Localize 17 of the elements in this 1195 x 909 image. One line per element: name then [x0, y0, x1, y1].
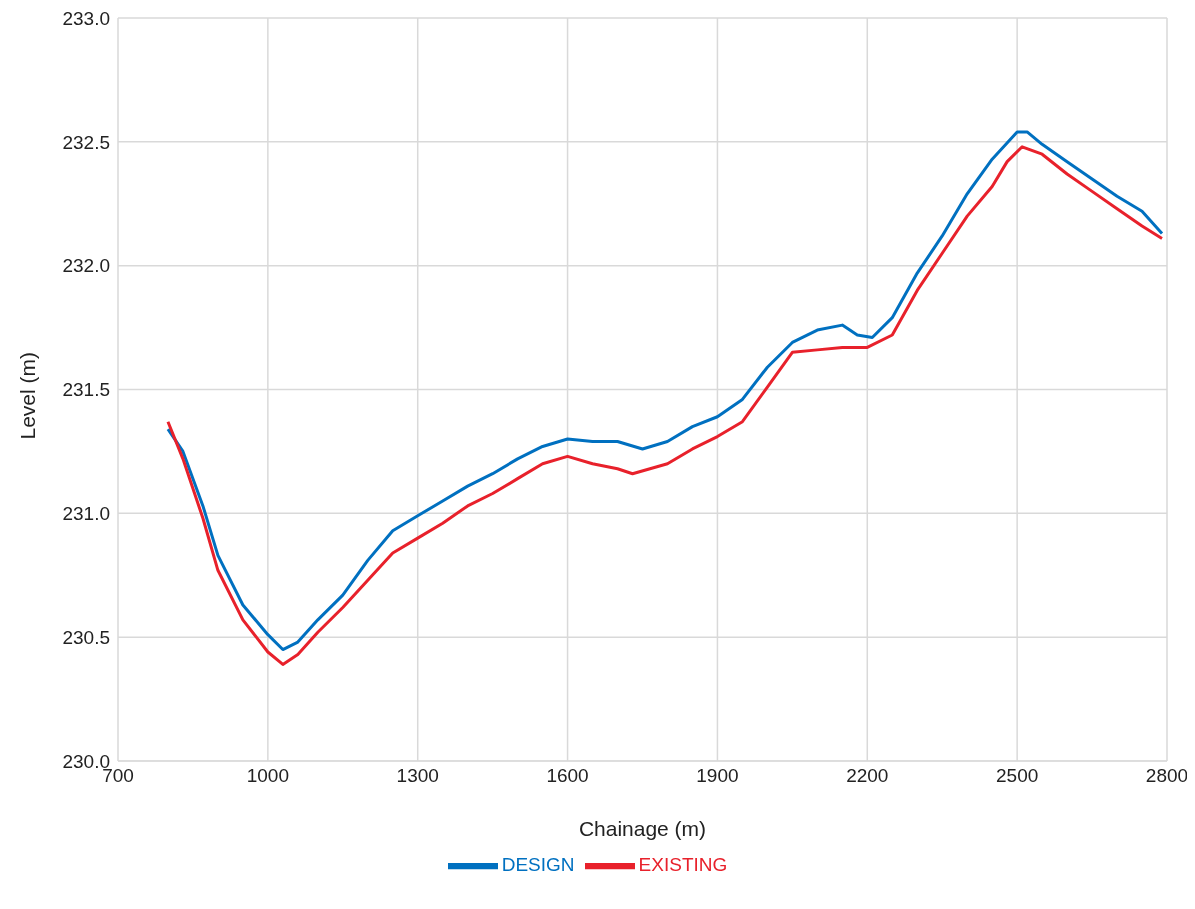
- x-tick-label: 2500: [996, 765, 1039, 787]
- y-tick-label: 230.5: [62, 626, 110, 648]
- y-tick-label: 231.5: [62, 379, 110, 401]
- y-tick-label: 233.0: [62, 7, 110, 29]
- x-tick-label: 1300: [396, 765, 439, 787]
- y-tick-label: 231.0: [62, 503, 110, 525]
- x-tick-label: 1900: [696, 765, 739, 787]
- x-tick-label: 1000: [246, 765, 289, 787]
- y-tick-label: 232.5: [62, 131, 110, 153]
- y-tick-label: 232.0: [62, 255, 110, 277]
- y-axis-title: Level (m): [16, 351, 40, 440]
- legend-label: DESIGN: [501, 854, 575, 876]
- x-tick-label: 2200: [846, 765, 889, 787]
- x-axis-title: Chainage (m): [578, 817, 707, 840]
- legend-label: EXISTING: [638, 854, 728, 876]
- x-tick-label: 2800: [1145, 765, 1189, 787]
- x-tick-label: 1600: [546, 765, 589, 787]
